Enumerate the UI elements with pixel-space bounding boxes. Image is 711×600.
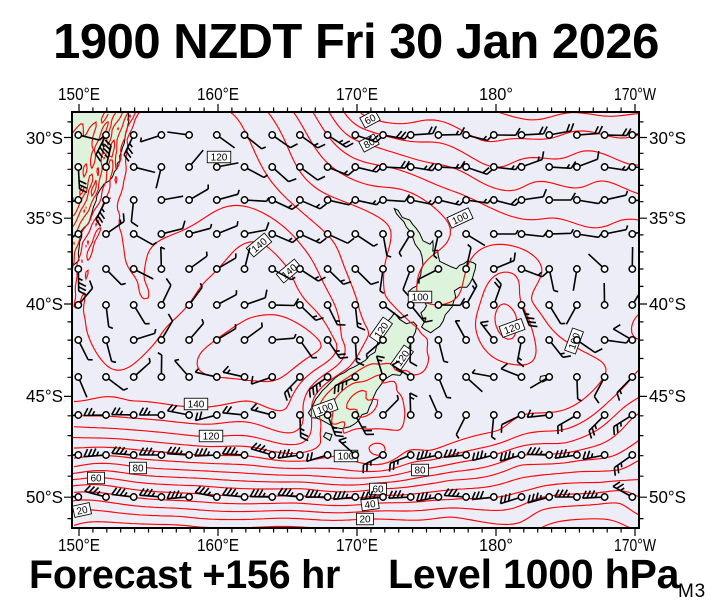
svg-text:60: 60 xyxy=(372,485,384,496)
svg-text:120: 120 xyxy=(211,153,228,164)
svg-text:170°W: 170°W xyxy=(614,535,656,555)
svg-text:170°W: 170°W xyxy=(614,84,656,104)
svg-text:60: 60 xyxy=(90,474,102,485)
svg-text:45°S: 45°S xyxy=(649,386,686,406)
svg-text:30°S: 30°S xyxy=(649,128,686,148)
svg-text:35°S: 35°S xyxy=(649,208,686,228)
svg-text:100: 100 xyxy=(338,452,355,463)
svg-text:50°S: 50°S xyxy=(649,487,686,507)
svg-text:40: 40 xyxy=(364,499,377,512)
svg-text:170°E: 170°E xyxy=(336,535,378,555)
svg-text:170°E: 170°E xyxy=(336,84,378,104)
svg-text:45°S: 45°S xyxy=(26,386,63,406)
svg-text:40°S: 40°S xyxy=(26,294,63,314)
svg-text:M3: M3 xyxy=(678,581,706,600)
svg-text:150°E: 150°E xyxy=(58,84,100,104)
svg-text:160°E: 160°E xyxy=(197,535,239,555)
svg-text:180°: 180° xyxy=(479,535,513,555)
svg-text:Level 1000 hPa: Level 1000 hPa xyxy=(388,551,681,597)
svg-text:Forecast +156 hr: Forecast +156 hr xyxy=(29,553,340,597)
svg-text:20: 20 xyxy=(76,505,90,518)
svg-text:160°E: 160°E xyxy=(197,84,239,104)
svg-text:35°S: 35°S xyxy=(26,208,63,228)
svg-text:100: 100 xyxy=(412,293,429,304)
svg-text:140: 140 xyxy=(188,400,205,411)
svg-text:80: 80 xyxy=(132,464,144,475)
svg-text:60: 60 xyxy=(363,112,378,127)
svg-text:40°S: 40°S xyxy=(649,294,686,314)
svg-text:180°: 180° xyxy=(479,84,513,104)
svg-text:20: 20 xyxy=(359,515,371,526)
svg-text:150°E: 150°E xyxy=(58,535,100,555)
svg-text:50°S: 50°S xyxy=(26,487,63,507)
svg-text:120: 120 xyxy=(203,432,220,443)
svg-text:120: 120 xyxy=(503,321,523,337)
svg-text:1900 NZDT Fri 30 Jan 2026: 1900 NZDT Fri 30 Jan 2026 xyxy=(53,15,659,69)
svg-text:80: 80 xyxy=(414,466,426,477)
svg-text:30°S: 30°S xyxy=(26,128,63,148)
